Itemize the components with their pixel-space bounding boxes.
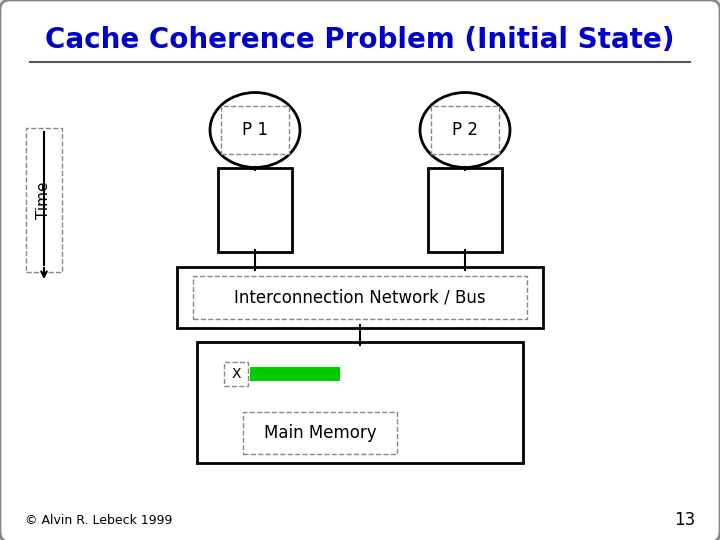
FancyBboxPatch shape xyxy=(221,106,289,154)
Bar xyxy=(250,367,340,381)
FancyBboxPatch shape xyxy=(243,412,397,454)
Text: 13: 13 xyxy=(674,511,695,529)
Ellipse shape xyxy=(210,92,300,167)
FancyBboxPatch shape xyxy=(431,106,499,154)
FancyBboxPatch shape xyxy=(177,267,543,328)
FancyBboxPatch shape xyxy=(197,342,523,463)
Text: Interconnection Network / Bus: Interconnection Network / Bus xyxy=(234,288,486,307)
Ellipse shape xyxy=(420,92,510,167)
Text: X: X xyxy=(231,367,240,381)
FancyBboxPatch shape xyxy=(193,276,527,319)
Text: Main Memory: Main Memory xyxy=(264,424,377,442)
FancyBboxPatch shape xyxy=(224,362,248,386)
Text: P 2: P 2 xyxy=(452,121,478,139)
Text: Cache Coherence Problem (Initial State): Cache Coherence Problem (Initial State) xyxy=(45,26,675,54)
Text: P 1: P 1 xyxy=(242,121,268,139)
FancyBboxPatch shape xyxy=(428,168,502,252)
Text: Time: Time xyxy=(37,181,52,219)
FancyBboxPatch shape xyxy=(218,168,292,252)
Text: © Alvin R. Lebeck 1999: © Alvin R. Lebeck 1999 xyxy=(25,514,172,526)
